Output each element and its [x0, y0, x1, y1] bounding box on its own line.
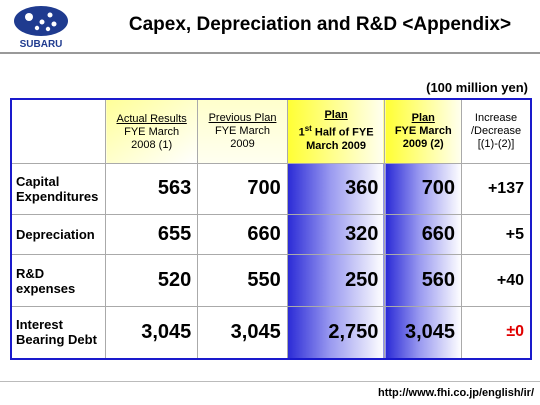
row-label: Capital Expenditures [10, 162, 106, 216]
header-title: Previous Plan [208, 111, 277, 124]
label-line: R&D [16, 265, 45, 281]
value-cell: 660 [197, 214, 288, 256]
logo-text: SUBARU [20, 39, 63, 50]
footer-url: http://www.fhi.co.jp/english/ir/ [377, 387, 534, 399]
column-header: Previous Plan FYE March 2009 [197, 98, 288, 164]
value-cell: 560 [384, 254, 463, 307]
header-row: Actual Results FYE March 2008 (1) Previous … [10, 98, 532, 164]
table-row: Interest Bearing Debt 3,045 3,045 2,750 3,045… [10, 305, 532, 360]
value-cell: 520 [104, 254, 199, 307]
header-line: March 2009 [306, 140, 367, 153]
header-title: Plan [324, 109, 348, 122]
value-cell: +40 [461, 254, 532, 307]
row-label: Depreciation [10, 214, 106, 256]
table-row: Capital Expenditures 563 700 360 700 +137 [10, 162, 532, 216]
corner-cell [10, 98, 106, 164]
header-line: 2009 [230, 137, 255, 150]
label-line: Depreciation [16, 227, 95, 243]
logo-stars [25, 12, 57, 32]
header-line: [(1)-(2)] [477, 137, 515, 150]
value-cell: 550 [197, 254, 288, 307]
row-label: R&D expenses [10, 254, 106, 307]
value-cell: 660 [384, 214, 463, 256]
value-cell: +137 [461, 162, 532, 216]
data-table: Actual Results FYE March 2008 (1) Previous … [10, 98, 532, 360]
value-cell: 563 [104, 162, 199, 216]
row-label: Interest Bearing Debt [10, 305, 106, 360]
value-cell: ±0 [461, 305, 532, 360]
label-line: Expenditures [16, 188, 99, 204]
column-header: Plan 1st Half of FYE March 2009 [286, 98, 386, 164]
value-cell: 3,045 [104, 305, 199, 360]
value-cell: 655 [104, 214, 199, 256]
header-line: 2008 (1) [131, 138, 173, 151]
superscript: st [304, 124, 312, 134]
header-title: Actual Results [116, 112, 187, 125]
value-cell: +5 [461, 214, 532, 256]
header-title: Plan [411, 111, 435, 124]
label-line: Bearing Debt [16, 332, 97, 348]
value-cell: 320 [286, 214, 386, 256]
table-row: Depreciation 655 660 320 660 +5 [10, 214, 532, 256]
unit-note: (100 million yen) [426, 80, 528, 95]
logo: SUBARU [14, 6, 68, 50]
value-cell: 3,045 [197, 305, 288, 360]
value-cell: 2,750 [286, 305, 386, 360]
column-header: Actual Results FYE March 2008 (1) [104, 98, 199, 164]
divider [0, 52, 540, 54]
header-line: FYE March [124, 125, 180, 138]
value-cell: 700 [384, 162, 463, 216]
table-row: R&D expenses 520 550 250 560 +40 [10, 254, 532, 307]
header-text: 1 [298, 127, 305, 140]
header-line: 2009 (2) [402, 137, 444, 150]
value-cell: 700 [197, 162, 288, 216]
divider [0, 381, 540, 382]
header-line: FYE March [394, 124, 452, 137]
label-line: Interest [16, 317, 63, 333]
value-cell: 3,045 [384, 305, 463, 360]
header-line: /Decrease [470, 124, 522, 137]
header-line: 1st Half of FYE [292, 122, 381, 140]
value-cell: 250 [286, 254, 386, 307]
label-line: expenses [16, 280, 76, 296]
label-line: Capital [16, 173, 60, 189]
header-line: Increase [474, 111, 518, 124]
column-header: Plan FYE March 2009 (2) [384, 98, 463, 164]
value-cell: 360 [286, 162, 386, 216]
header-line: FYE March [214, 124, 270, 137]
header-text: Half of FYE [311, 127, 374, 140]
title: Capex, Depreciation and R&D <Appendix> [128, 14, 512, 35]
column-header: Increase/Decrease [(1)-(2)] [461, 98, 532, 164]
